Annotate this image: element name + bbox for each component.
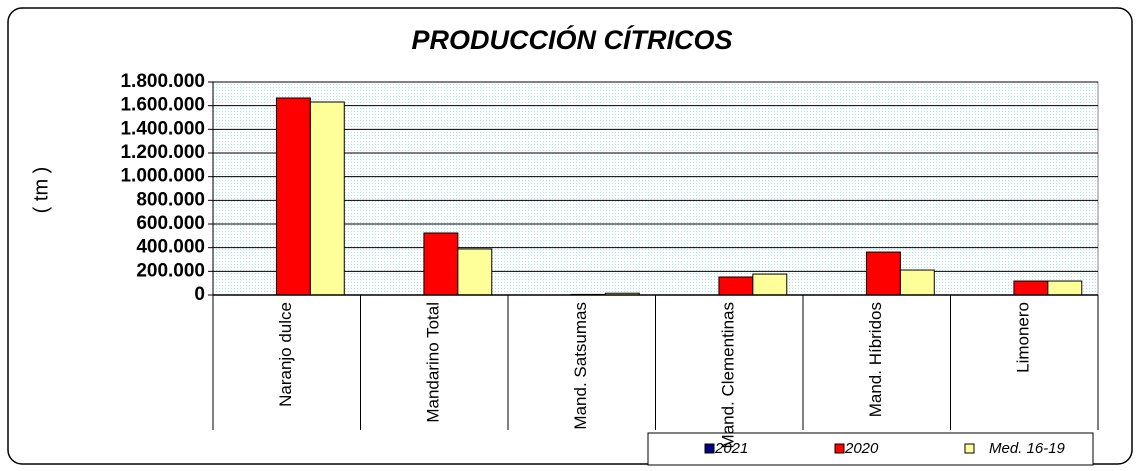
y-tick-label: 200.000	[136, 260, 205, 281]
chart-frame	[7, 7, 1133, 465]
y-tick-label: 1.800.000	[120, 71, 205, 92]
legend-label: 2020	[844, 440, 879, 457]
legend-label: Med. 16-19	[989, 440, 1066, 457]
y-tick-label: 1.400.000	[120, 118, 205, 139]
legend-swatch	[834, 443, 845, 454]
x-tick-label: Naranjo dulce	[276, 302, 295, 407]
bar	[865, 251, 901, 296]
y-tick-label: 600.000	[136, 213, 205, 234]
y-tick-label: 1.000.000	[120, 166, 205, 187]
legend-swatch	[704, 443, 715, 454]
y-tick-label: 0	[194, 284, 205, 305]
bar	[309, 101, 345, 296]
chart-title: PRODUCCIÓN CÍTRICOS	[411, 24, 732, 55]
bar	[1013, 280, 1049, 296]
bar	[457, 248, 493, 296]
bar	[752, 273, 788, 296]
x-tick-label: Mand. Clementinas	[719, 302, 738, 448]
plot-area	[212, 81, 1099, 296]
x-tick-label: Mand. Satsumas	[571, 302, 590, 430]
x-tick-label: Limonero	[1014, 302, 1033, 373]
bar	[899, 269, 935, 296]
y-tick-label: 1.200.000	[120, 142, 205, 163]
bar	[423, 232, 459, 296]
legend-swatch	[964, 443, 975, 454]
y-tick-label: 800.000	[136, 189, 205, 210]
legend	[647, 432, 1094, 466]
x-tick-label: Mand. Híbridos	[866, 302, 885, 417]
bar	[1047, 280, 1083, 296]
y-axis-label: ( tm )	[30, 167, 52, 214]
y-tick-label: 400.000	[136, 237, 205, 258]
bar	[718, 276, 754, 296]
x-tick-label: Mandarino Total	[424, 302, 443, 423]
y-tick-label: 1.600.000	[120, 95, 205, 116]
legend-label: 2021	[714, 440, 748, 457]
bar	[275, 97, 311, 296]
